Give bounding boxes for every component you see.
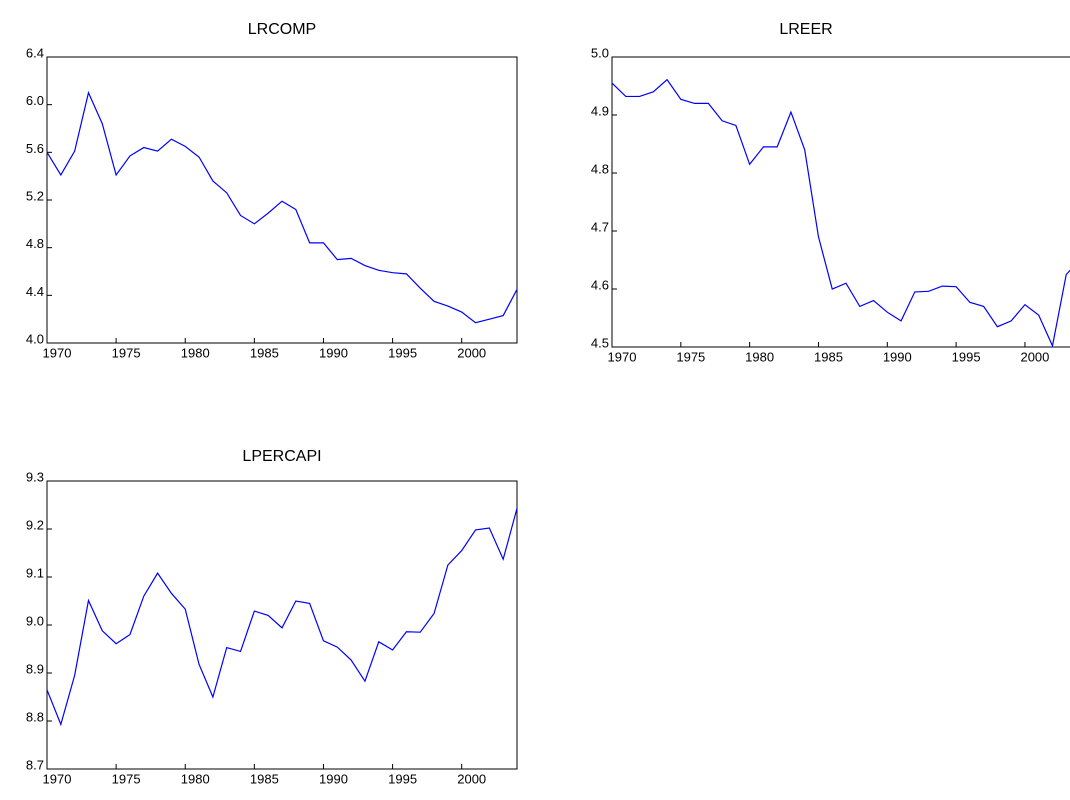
y-tick-label: 8.8 [26, 709, 44, 724]
x-tick-label: 1985 [250, 345, 279, 360]
y-tick-label: 4.4 [26, 284, 44, 299]
y-tick-label: 6.4 [26, 45, 44, 60]
plot-frame [46, 56, 518, 344]
x-tick-label: 1990 [883, 349, 912, 364]
x-tick-label: 2000 [457, 771, 486, 786]
data-line [46, 90, 518, 324]
x-tick-label: 1980 [181, 771, 210, 786]
y-tick-label: 6.0 [26, 93, 44, 108]
plot-frame [46, 480, 518, 770]
x-tick-label: 1990 [319, 771, 348, 786]
plot-frame [611, 56, 1070, 348]
y-tick-label: 4.6 [591, 277, 609, 292]
x-tick-label: 2000 [457, 345, 486, 360]
x-tick-label: 1995 [388, 345, 417, 360]
chart-title: LPERCAPI [242, 448, 321, 465]
y-tick-label: 8.9 [26, 661, 44, 676]
y-tick-label: 9.0 [26, 613, 44, 628]
x-tick-label: 2000 [1020, 349, 1049, 364]
y-tick-label: 4.5 [591, 335, 609, 350]
y-tick-label: 9.3 [26, 469, 44, 484]
data-line [611, 78, 1070, 348]
x-tick-label: 1980 [181, 345, 210, 360]
x-tick-label: 1975 [112, 345, 141, 360]
x-tick-label: 1985 [814, 349, 843, 364]
y-tick-label: 4.8 [591, 161, 609, 176]
y-tick-label: 4.0 [26, 331, 44, 346]
x-tick-label: 1970 [43, 771, 72, 786]
y-tick-label: 5.2 [26, 188, 44, 203]
x-tick-label: 1995 [952, 349, 981, 364]
x-tick-label: 1985 [250, 771, 279, 786]
y-tick-label: 5.6 [26, 141, 44, 156]
x-tick-label: 1970 [43, 345, 72, 360]
y-tick-label: 9.2 [26, 517, 44, 532]
y-tick-label: 5.0 [591, 45, 609, 60]
x-tick-label: 1970 [608, 349, 637, 364]
x-tick-label: 1975 [112, 771, 141, 786]
x-tick-label: 1990 [319, 345, 348, 360]
y-tick-label: 8.7 [26, 757, 44, 772]
x-tick-label: 1995 [388, 771, 417, 786]
chart-title: LRCOMP [248, 21, 316, 38]
data-line [46, 508, 518, 727]
y-tick-label: 4.9 [591, 103, 609, 118]
y-tick-label: 4.8 [26, 236, 44, 251]
y-tick-label: 4.7 [591, 219, 609, 234]
y-tick-label: 9.1 [26, 565, 44, 580]
chart-title: LREER [779, 21, 832, 38]
x-tick-label: 1975 [676, 349, 705, 364]
x-tick-label: 1980 [745, 349, 774, 364]
